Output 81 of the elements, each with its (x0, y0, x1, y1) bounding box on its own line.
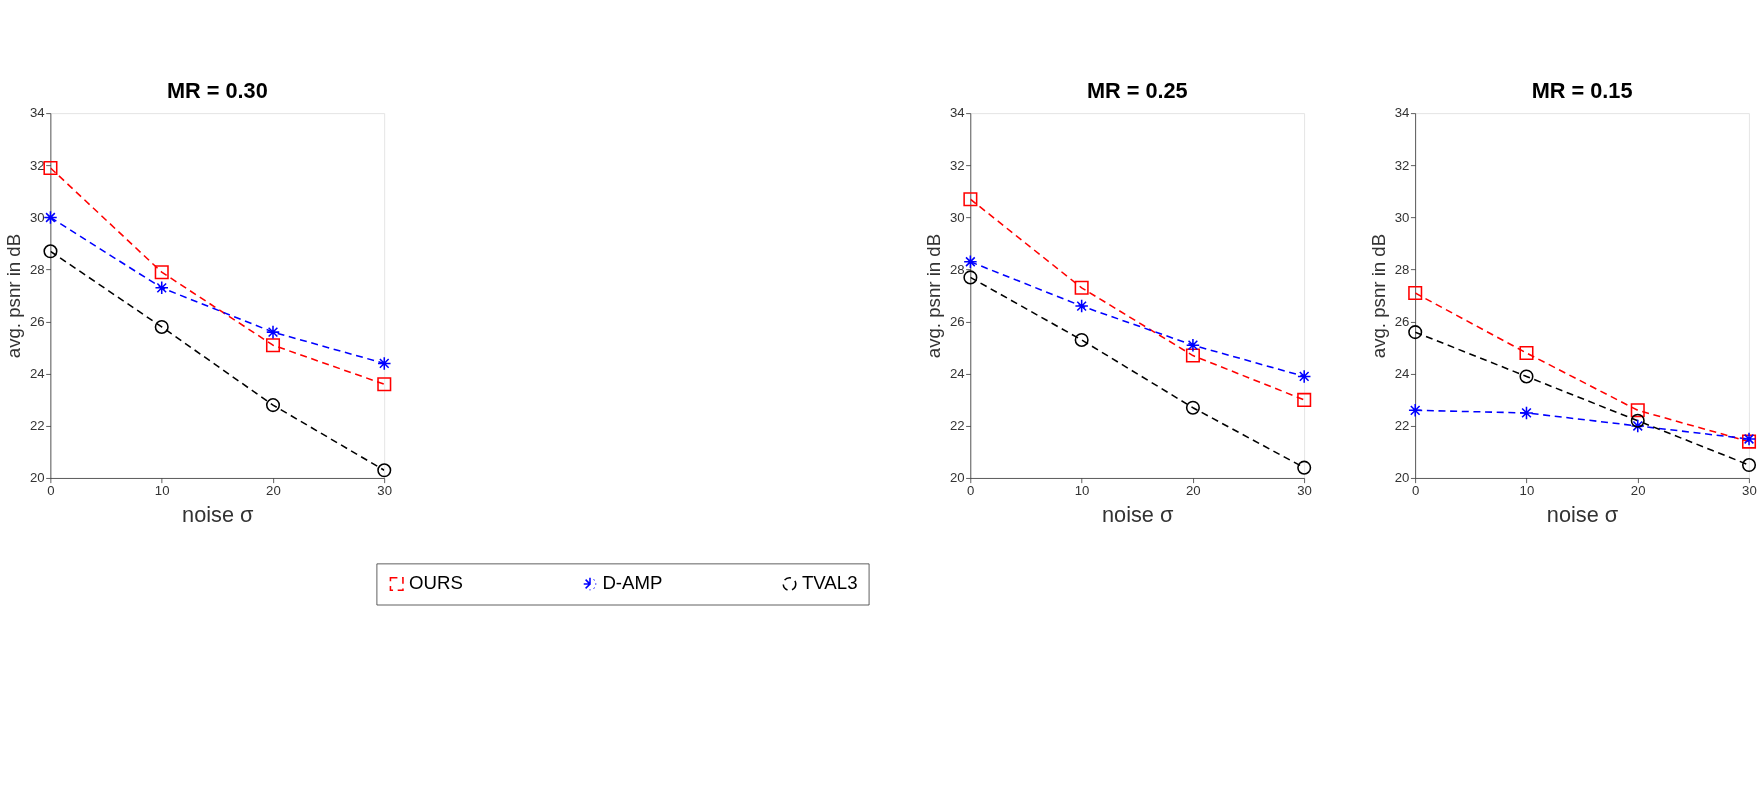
legend-label: OURS (409, 572, 463, 594)
point (1297, 460, 1312, 475)
y-tick-label: 22 (949, 418, 965, 434)
point (154, 319, 169, 334)
point (1185, 348, 1200, 363)
y-tick-label: 24 (29, 366, 45, 382)
y-tick-label: 20 (949, 470, 965, 486)
x-tick-label: 30 (377, 482, 392, 498)
point (1630, 413, 1645, 428)
y-tick-label: 26 (1394, 313, 1410, 329)
y-tick-label: 30 (1394, 209, 1410, 225)
point (963, 192, 978, 207)
x-tick-label: 0 (1411, 482, 1420, 498)
point (265, 325, 281, 340)
point (265, 338, 281, 353)
point (154, 280, 169, 295)
y-tick-label: 24 (1394, 366, 1410, 382)
point (43, 210, 58, 225)
point (1630, 418, 1645, 433)
point (1297, 392, 1312, 407)
x-tick-label: 30 (1297, 482, 1312, 498)
y-tick-label: 32 (1394, 157, 1410, 173)
y-tick-label: 26 (949, 313, 965, 329)
point (1185, 400, 1200, 415)
y-tick-label: 20 (29, 470, 45, 486)
point (1519, 405, 1534, 420)
x-tick-label: 30 (1742, 482, 1757, 498)
x-tick-label: 20 (266, 482, 281, 498)
y-tick-label: 26 (29, 313, 45, 329)
x-tick-label: 20 (1630, 482, 1646, 498)
x-axis-title: noise σ (1101, 501, 1174, 527)
x-axis-title: noise σ (182, 501, 255, 527)
y-tick-label: 34 (1394, 105, 1410, 121)
y-axis-title: avg. psnr in dB (922, 233, 944, 359)
y-axis-title: avg. psnr in dB (1367, 233, 1389, 359)
y-tick-label: 22 (1394, 418, 1410, 434)
point (1074, 332, 1089, 347)
y-tick-label: 32 (949, 157, 965, 173)
y-tick-label: 30 (29, 209, 45, 225)
x-tick-label: 10 (1519, 482, 1535, 498)
x-tick-label: 0 (967, 482, 975, 498)
point (1519, 345, 1534, 361)
y-tick-label: 28 (29, 261, 45, 277)
point (377, 377, 392, 392)
x-tick-label: 20 (1185, 482, 1201, 498)
y-tick-label: 28 (949, 261, 965, 277)
point (963, 270, 978, 285)
point (377, 463, 392, 478)
point (1074, 280, 1089, 295)
x-tick-label: 0 (47, 482, 55, 498)
point (1630, 403, 1645, 418)
point (1408, 403, 1423, 418)
y-tick-label: 34 (29, 105, 45, 121)
point (154, 265, 169, 280)
x-tick-label: 10 (154, 482, 170, 498)
point (1408, 325, 1423, 340)
chart-title: MR = 0.25 (1086, 78, 1188, 104)
x-tick-label: 10 (1074, 482, 1090, 498)
point (377, 356, 392, 371)
y-tick-label: 30 (949, 209, 965, 225)
point (1297, 369, 1312, 384)
legend-label: D-AMP (602, 572, 663, 594)
y-tick-label: 22 (29, 418, 45, 434)
y-tick-label: 20 (1394, 470, 1410, 486)
chart-title: MR = 0.30 (166, 78, 268, 104)
point (43, 244, 58, 259)
point (265, 398, 281, 413)
y-axis-title: avg. psnr in dB (2, 233, 24, 359)
y-tick-label: 24 (949, 366, 965, 382)
point (1074, 299, 1089, 314)
point (1185, 338, 1200, 353)
point (1408, 286, 1423, 301)
legend-label: TVAL3 (801, 572, 858, 594)
chart-title: MR = 0.15 (1531, 78, 1633, 104)
point (963, 254, 978, 269)
point (43, 160, 58, 175)
y-tick-label: 28 (1394, 261, 1410, 277)
y-tick-label: 34 (949, 105, 965, 121)
point (1741, 458, 1757, 473)
point (1519, 369, 1534, 384)
x-axis-title: noise σ (1546, 501, 1619, 527)
